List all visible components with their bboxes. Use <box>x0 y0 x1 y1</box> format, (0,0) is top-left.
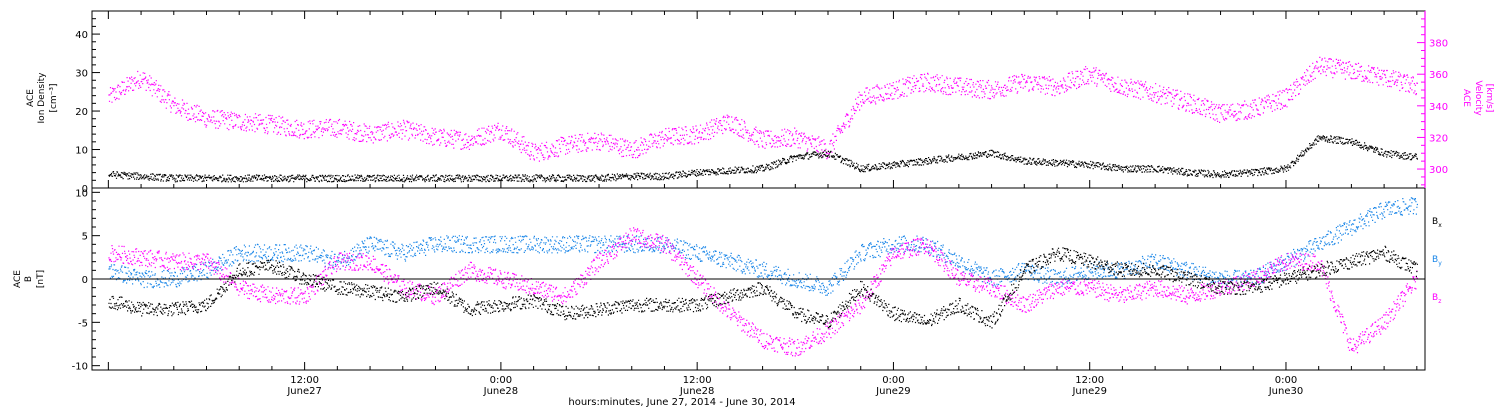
by-series-points <box>108 197 1418 296</box>
top-left-ylabel-line1: ACE <box>26 89 36 107</box>
x-tick-time-label: 0:00 <box>1275 375 1297 386</box>
top-right-tick-label: 380 <box>1429 39 1448 50</box>
bottom-left-tick-label: 5 <box>82 232 88 243</box>
velocity-series-points <box>108 56 1418 162</box>
top-panel-frame <box>91 10 1426 189</box>
top-left-ylabel-line2: Ion Density <box>37 72 47 124</box>
x-tick-date-label: June29 <box>1071 386 1107 397</box>
x-tick-time-label: 0:00 <box>882 375 904 386</box>
x-tick-date-label: June28 <box>679 386 715 397</box>
top-right-ylabel-line3: [km/s] <box>1484 84 1494 113</box>
x-tick-time-label: 12:00 <box>683 375 712 386</box>
bx-series-points <box>108 245 1418 329</box>
legend-bx: Bx <box>1432 217 1442 229</box>
bottom-left-ylabel-line2: B <box>24 276 34 282</box>
x-axis-label: hours:minutes, June 27, 2014 - June 30, … <box>568 397 795 408</box>
x-tick-date-label: June29 <box>875 386 911 397</box>
top-left-ylabel-line3: [cm⁻³] <box>49 83 59 112</box>
top-left-tick-label: 30 <box>75 69 88 80</box>
bottom-left-ylabel-line3: [nT] <box>36 270 46 288</box>
top-right-tick-label: 340 <box>1429 102 1448 113</box>
bottom-left-tick-label: 10 <box>75 188 88 199</box>
legend-by: By <box>1432 255 1442 267</box>
density-series-points <box>108 135 1418 183</box>
top-right-tick-label: 320 <box>1429 133 1448 144</box>
top-left-tick-label: 0 <box>82 184 88 195</box>
top-right-ylabel-line2: Velocity <box>1473 80 1483 116</box>
top-right-ylabel-line1: ACE <box>1461 89 1471 107</box>
x-tick-date-label: June27 <box>286 386 322 397</box>
x-tick-date-label: June28 <box>483 386 519 397</box>
top-right-tick-label: 300 <box>1429 165 1448 176</box>
bottom-left-tick-label: -10 <box>72 362 88 373</box>
axes: 010203040300320340360380-10-5051012:00Ju… <box>72 10 1448 397</box>
top-left-tick-label: 40 <box>75 30 88 41</box>
x-tick-time-label: 12:00 <box>1075 375 1104 386</box>
bottom-left-ylabel-line1: ACE <box>13 270 23 288</box>
bottom-left-tick-label: -5 <box>78 318 88 329</box>
top-panel-marks <box>108 56 1418 183</box>
bottom-left-tick-label: 0 <box>82 275 88 286</box>
top-left-tick-label: 10 <box>75 146 88 157</box>
x-tick-time-label: 0:00 <box>490 375 512 386</box>
x-tick-time-label: 12:00 <box>290 375 319 386</box>
x-tick-date-label: June30 <box>1268 386 1304 397</box>
top-right-tick-label: 360 <box>1429 70 1448 81</box>
bottom-panel-marks <box>108 197 1418 357</box>
legend-bz: Bz <box>1432 293 1441 305</box>
top-left-tick-label: 20 <box>75 107 88 118</box>
